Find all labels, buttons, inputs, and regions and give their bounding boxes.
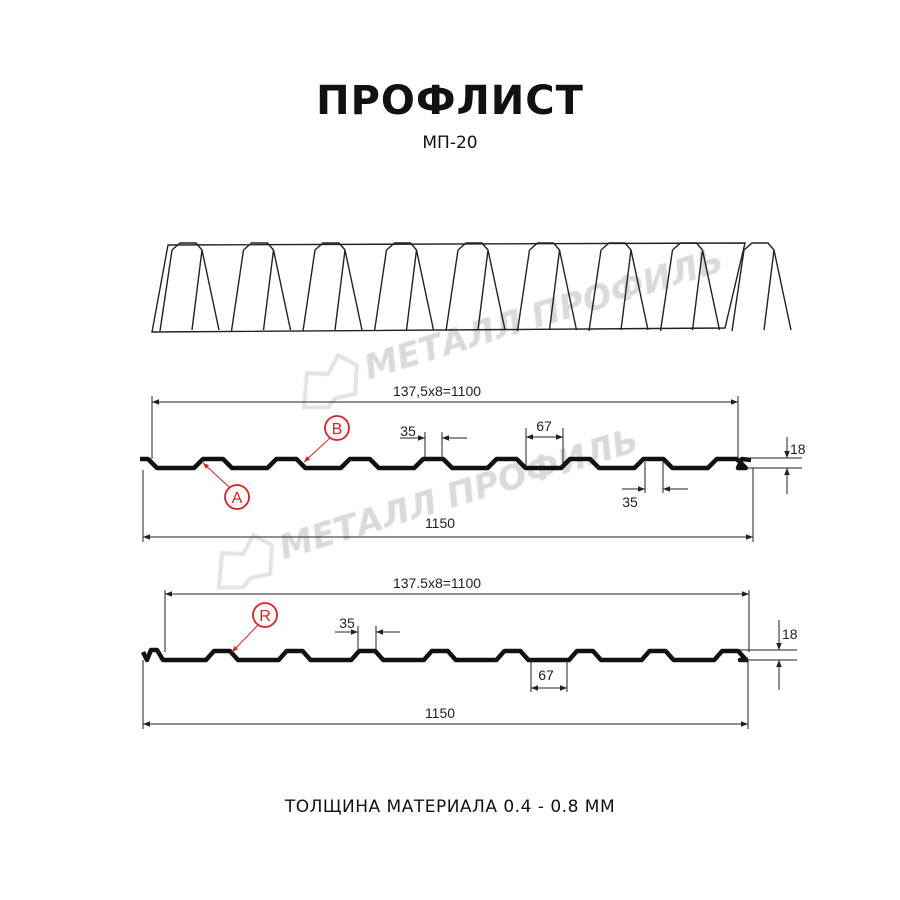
dim-width-label: 1150 (425, 705, 455, 721)
sheet-3d-rib (731, 242, 792, 332)
marker-a: A (202, 462, 250, 510)
sheet-3d-rib (659, 242, 721, 332)
sheet-3d-rib (516, 242, 578, 332)
dim-width-label: 1150 (425, 515, 455, 531)
sheet-3d-rib (373, 242, 435, 332)
sheet-3d-illustration (151, 242, 792, 333)
sheet-3d-rib (445, 242, 506, 332)
profile-a-section (140, 456, 752, 471)
profile-b: 137.5x8=1100 1150 35 67 18 R (140, 575, 798, 729)
sheet-3d-rib (588, 242, 649, 332)
material-thickness-note: ТОЛЩИНА МАТЕРИАЛА 0.4 - 0.8 ММ (284, 797, 616, 817)
dim-bottom-crest-label: 35 (622, 494, 638, 510)
profile-b-section (140, 647, 749, 663)
marker-r-label: R (259, 608, 271, 625)
marker-b: B (303, 415, 350, 463)
dim-height-label: 18 (790, 441, 806, 457)
dim-pitch-label: 137,5x8=1100 (393, 383, 481, 399)
dim-height-label: 18 (782, 626, 798, 642)
sheet-3d-rib (302, 242, 363, 332)
dim-pitch-label: 137.5x8=1100 (393, 575, 481, 591)
profile-a: 137,5x8=1100 1150 35 67 35 18 A B (140, 383, 806, 542)
marker-a-label: A (232, 490, 243, 507)
dim-crest-label: 35 (339, 615, 355, 631)
marker-r: R (231, 602, 278, 653)
dim-valley-label: 67 (538, 667, 554, 683)
sheet-3d-rib (159, 242, 220, 332)
marker-b-label: B (332, 421, 343, 438)
sheet-3d-rib (230, 242, 292, 332)
dim-crest-label: 35 (400, 423, 416, 439)
model-subtitle: МП-20 (422, 133, 478, 153)
page-title: ПРОФЛИСТ (316, 78, 584, 124)
dim-valley-label: 67 (536, 418, 552, 434)
